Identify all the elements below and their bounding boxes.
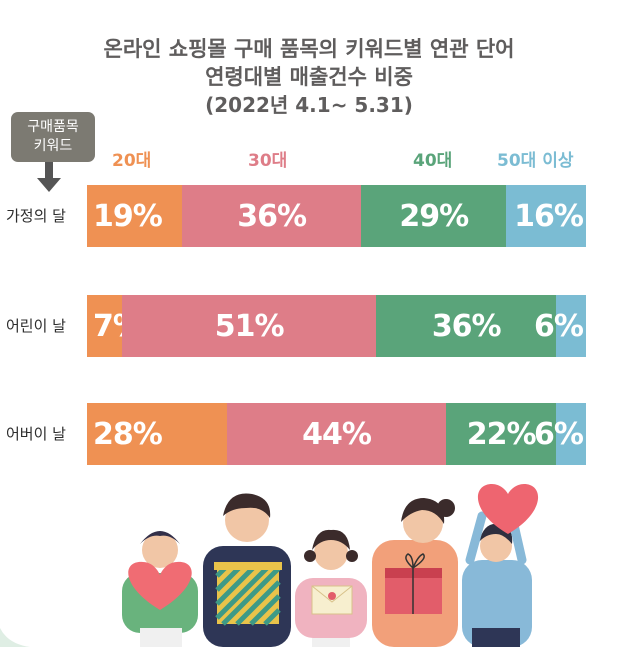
legend-item-2: 30대	[248, 151, 288, 171]
keyword-label-line-1: 구매품목	[27, 119, 79, 135]
category-label: 어린이 날	[6, 317, 66, 335]
bar-segment: 44%	[226, 403, 447, 465]
data-label: 29%	[399, 198, 469, 234]
bar-segment: 36%	[376, 295, 557, 357]
bar-segment: 51%	[121, 295, 377, 357]
father-with-gift-figure	[203, 493, 291, 647]
category-label: 어버이 날	[6, 425, 66, 443]
title-line-1: 온라인 쇼핑몰 구매 품목의 키워드별 연관 단어	[103, 37, 515, 61]
data-label: 36%	[431, 308, 502, 344]
title-period: (2022년 4.1~ 5.31)	[205, 93, 413, 117]
bar-segment: 36%	[181, 185, 362, 247]
bar-segment: 6%	[534, 403, 586, 465]
keyword-label-line-2: 키워드	[33, 138, 73, 154]
bar-segment: 16%	[506, 185, 586, 247]
bar-row: 19% 36% 29% 16%	[87, 185, 586, 247]
category-label: 가정의 달	[6, 207, 66, 225]
girl-with-letter-figure	[295, 529, 367, 647]
legend-item-4: 50대 이상	[497, 151, 574, 171]
data-label: 44%	[302, 416, 372, 452]
bar-segment: 28%	[87, 403, 227, 465]
data-label: 36%	[237, 198, 307, 234]
bar-segment: 19%	[87, 185, 182, 247]
bar-segment: 6%	[534, 295, 586, 357]
bar-segment: 7%	[87, 295, 143, 357]
data-label: 19%	[93, 198, 163, 234]
bar-row: 28% 44% 22% 6%	[87, 403, 586, 465]
mother-with-gift-figure	[372, 498, 458, 647]
data-label: 6%	[534, 416, 584, 452]
title-line-2: 연령대별 매출건수 비중	[205, 65, 413, 89]
data-label: 22%	[466, 416, 537, 452]
legend-item-3: 40대	[413, 151, 453, 171]
boy-with-heart-balloon-figure	[462, 484, 539, 647]
data-label: 28%	[93, 416, 163, 452]
legend-item-1: 20대	[112, 151, 152, 171]
data-label: 16%	[514, 198, 584, 234]
data-label: 6%	[534, 308, 584, 344]
keyword-axis-label: 구매품목 키워드	[11, 112, 95, 162]
down-arrow-icon	[45, 162, 53, 180]
child-with-heart-figure	[122, 531, 198, 647]
data-label: 51%	[214, 308, 285, 344]
bar-row: 7% 51% 36% 6%	[87, 295, 586, 357]
down-arrow-head-icon	[37, 178, 61, 192]
bar-segment: 22%	[446, 403, 557, 465]
bar-segment: 29%	[361, 185, 507, 247]
family-illustration	[0, 484, 539, 647]
